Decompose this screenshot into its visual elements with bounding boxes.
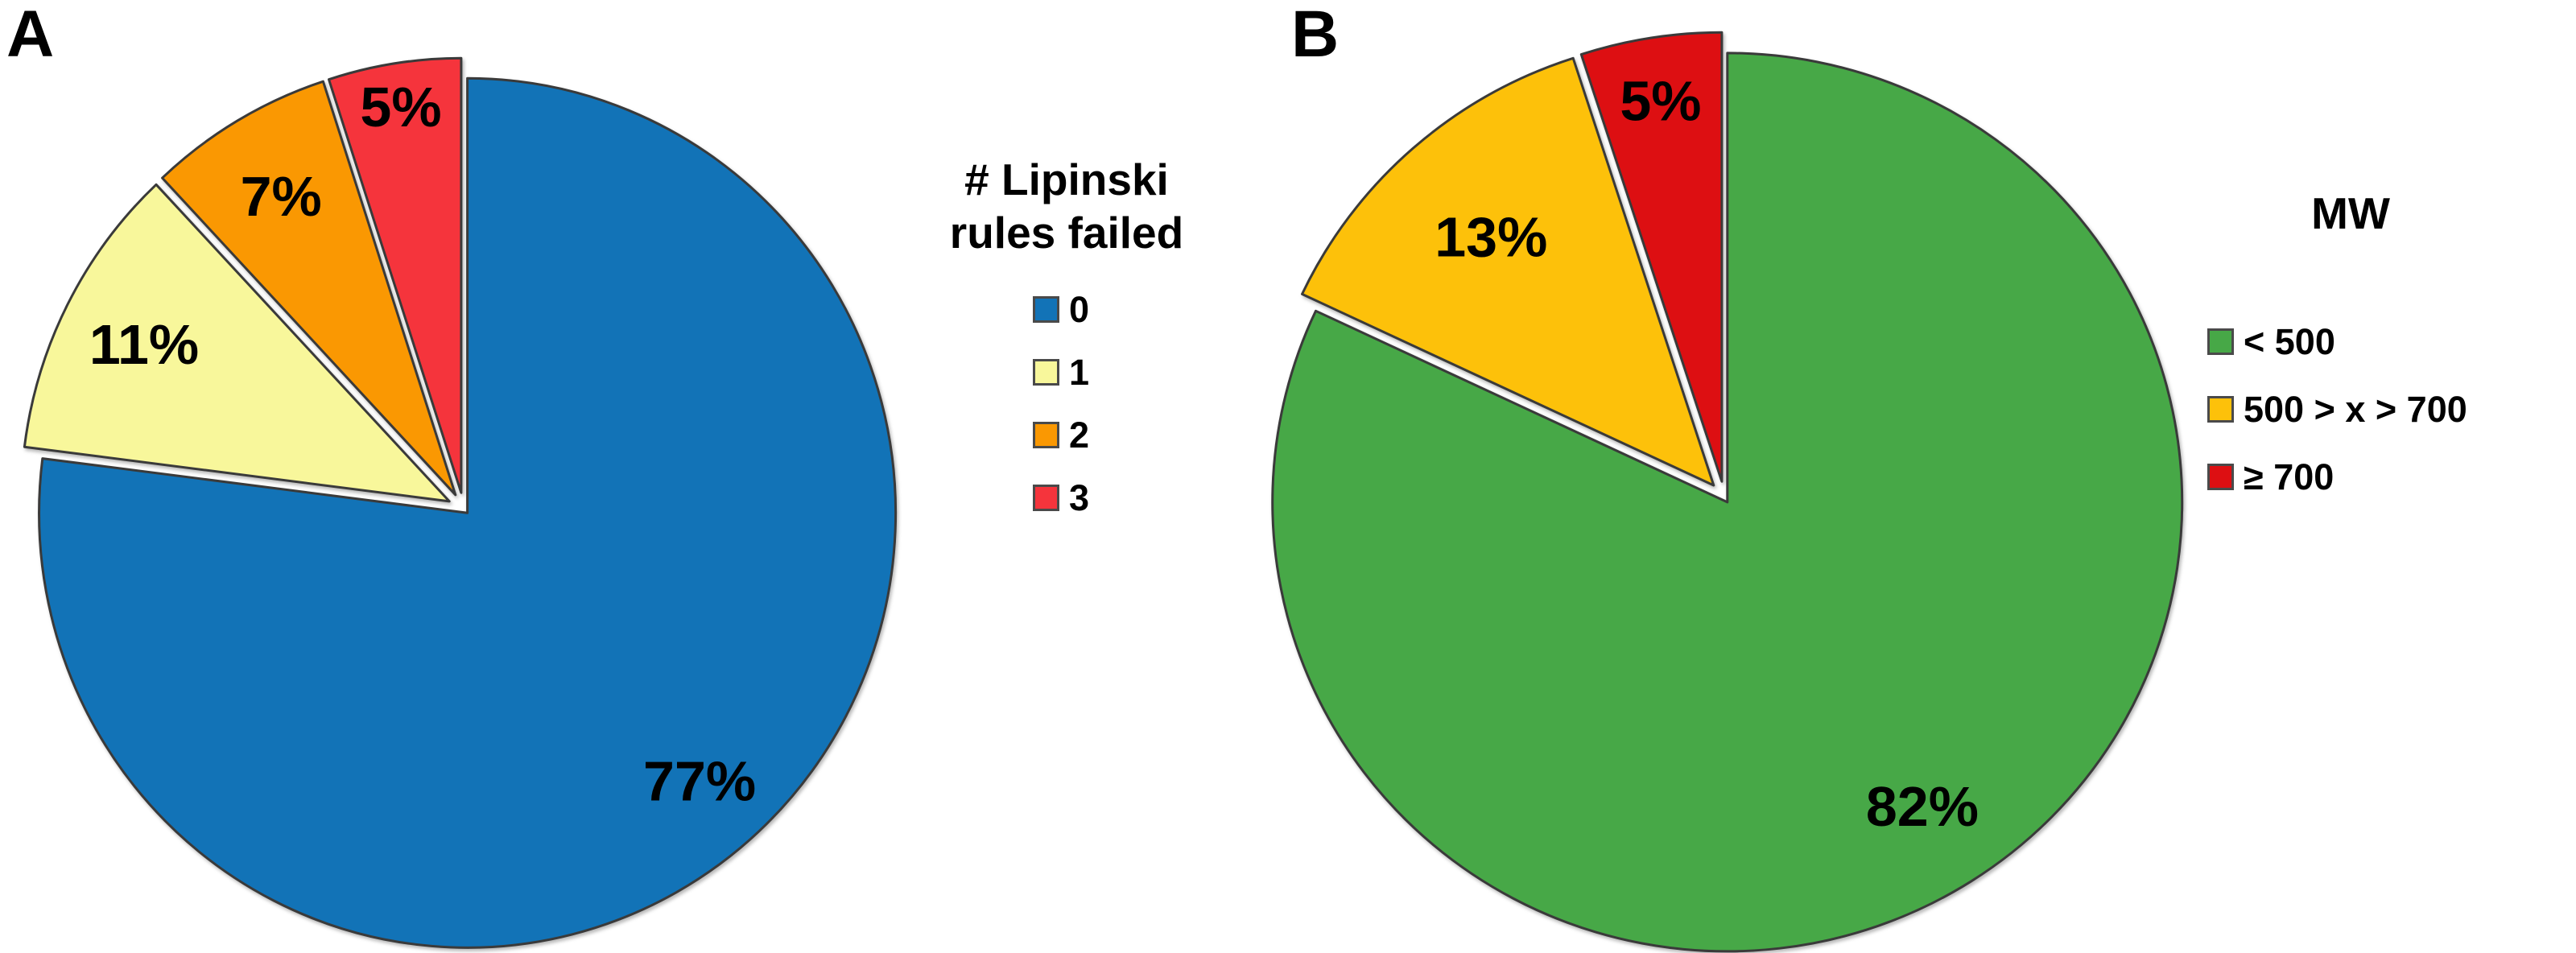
pie-b-label-< 500: 82% bbox=[1866, 775, 1979, 838]
legend-item-2: 2 bbox=[910, 409, 1224, 460]
pie-b-slice-< 500 bbox=[1271, 52, 2184, 953]
legend-swatch-0 bbox=[1033, 295, 1059, 323]
legend-swatch-1 bbox=[2207, 395, 2234, 423]
pie-a-label-2: 7% bbox=[241, 165, 322, 228]
legend-items: 0 1 2 3 bbox=[910, 283, 1224, 534]
legend-mw: MW < 500 500 > x > 700 ≥ 700 bbox=[2165, 187, 2536, 518]
legend-title-mw: MW bbox=[2165, 187, 2536, 240]
legend-swatch-2 bbox=[1033, 421, 1059, 448]
pie-a-slice-0 bbox=[38, 76, 898, 949]
legend-title-lipinski: # Lipinski rules failed bbox=[910, 153, 1224, 259]
pie-a-slice-2 bbox=[161, 80, 457, 497]
legend-item-0: 0 bbox=[910, 283, 1224, 335]
legend-item-2: ≥ 700 bbox=[2165, 451, 2536, 502]
pie-a-label-0: 77% bbox=[643, 749, 756, 812]
legend-item-label: 3 bbox=[1069, 476, 1090, 518]
legend-item-label: < 500 bbox=[2244, 320, 2335, 362]
legend-items: < 500 500 > x > 700 ≥ 700 bbox=[2165, 316, 2536, 518]
pie-b-label-≥ 700: 5% bbox=[1620, 69, 1701, 132]
legend-item-1: 500 > x > 700 bbox=[2165, 383, 2536, 435]
pie-chart-lipinski: 77% 11% 7% 5% bbox=[23, 56, 898, 949]
legend-item-label: 1 bbox=[1069, 351, 1090, 393]
panel-label-a: A bbox=[6, 0, 55, 71]
legend-title-line1: MW bbox=[2311, 188, 2390, 238]
legend-item-label: ≥ 700 bbox=[2244, 456, 2334, 497]
legend-item-0: < 500 bbox=[2165, 316, 2536, 367]
legend-swatch-1 bbox=[1033, 358, 1059, 386]
legend-item-label: 2 bbox=[1069, 414, 1090, 456]
legend-item-label: 500 > x > 700 bbox=[2244, 388, 2467, 430]
pie-chart-mw: 82% 13% 5% bbox=[1271, 31, 2184, 953]
legend-item-3: 3 bbox=[910, 472, 1224, 523]
legend-swatch-0 bbox=[2207, 328, 2234, 355]
legend-item-1: 1 bbox=[910, 346, 1224, 398]
legend-lipinski: # Lipinski rules failed 0 1 2 3 bbox=[910, 153, 1224, 534]
legend-title-line2: rules failed bbox=[949, 208, 1184, 258]
legend-swatch-3 bbox=[1033, 484, 1059, 511]
panel-label-b: B bbox=[1291, 0, 1340, 71]
pie-a-slice-1 bbox=[23, 183, 451, 503]
pie-b-slice-500 > x > 700 bbox=[1301, 56, 1715, 487]
pie-b-label-500 > x > 700: 13% bbox=[1435, 205, 1547, 268]
pie-a-slice-3 bbox=[328, 56, 463, 494]
pie-a-label-1: 11% bbox=[89, 313, 199, 376]
legend-item-label: 0 bbox=[1069, 288, 1090, 330]
legend-title-line1: # Lipinski bbox=[964, 155, 1169, 204]
legend-swatch-2 bbox=[2207, 463, 2234, 490]
pie-a-label-3: 5% bbox=[360, 76, 441, 138]
pie-b-slice-≥ 700 bbox=[1579, 31, 1724, 483]
